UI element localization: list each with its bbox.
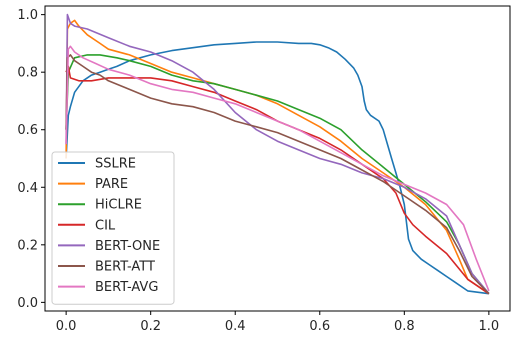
series-line-cil (65, 65, 490, 295)
y-tick-label: 0.8 (17, 66, 38, 81)
series-line-sslre (65, 41, 490, 295)
y-tick-label: 0.4 (17, 181, 38, 196)
x-tick-label: 1.0 (479, 319, 500, 334)
x-tick-label: 0.6 (309, 319, 330, 334)
plot-frame (44, 5, 511, 312)
legend-label: CIL (95, 218, 116, 233)
y-tick-label: 0.0 (17, 296, 38, 311)
legend-label: BERT-AVG (95, 280, 158, 295)
series-line-bert-one (65, 13, 490, 295)
series-line-hiclre (65, 54, 490, 295)
legend-label: HiCLRE (95, 198, 142, 213)
y-axis-ticks: 0.0 0.2 0.4 0.6 0.8 1.0 (17, 8, 45, 311)
y-tick-label: 0.6 (17, 123, 38, 138)
y-tick-label: 1.0 (17, 8, 38, 23)
x-tick-label: 0.8 (394, 319, 415, 334)
x-axis-ticks: 0.0 0.2 0.4 0.6 0.8 1.0 (56, 311, 499, 334)
legend: SSLRE PARE HiCLRE CIL BERT-ONE BERT-ATT BERT-A… (51, 151, 175, 305)
series-lines (65, 13, 490, 295)
series-line-bert-avg (65, 45, 490, 292)
x-tick-label: 0.4 (225, 319, 246, 334)
legend-label: BERT-ATT (95, 260, 155, 275)
y-tick-label: 0.2 (17, 238, 38, 253)
legend-label: PARE (95, 177, 128, 192)
x-tick-label: 0.0 (56, 319, 77, 334)
legend-label: BERT-ONE (95, 239, 160, 254)
series-line-bert-att (65, 54, 490, 295)
legend-label: SSLRE (95, 157, 136, 172)
x-tick-label: 0.2 (140, 319, 161, 334)
